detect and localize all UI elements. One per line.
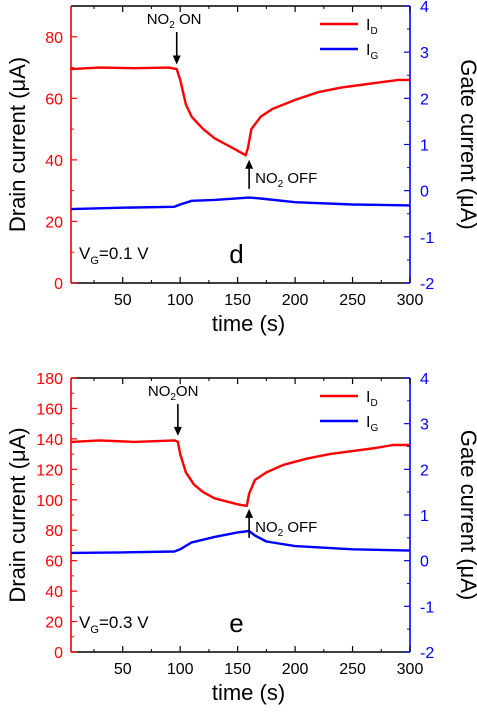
x-tick-label: 200 xyxy=(282,661,309,678)
chart-panel-d: 50 100 150 200 250 300 0 20 40 60 80 -2 -1 0 1 2 3 4 time … xyxy=(5,0,477,336)
legend-label: IG xyxy=(366,42,378,62)
x-tick-label: 300 xyxy=(397,661,424,678)
y-right-axis-title: Gate current (μA) xyxy=(456,59,477,229)
series-line-IG xyxy=(70,529,411,555)
arrow-off-head xyxy=(245,508,254,518)
annotation-sub: 2 xyxy=(278,179,284,190)
y-left-tick-label: 160 xyxy=(36,401,63,418)
y-left-tick-label: 120 xyxy=(36,462,63,479)
annotation-post: ON xyxy=(176,383,199,400)
x-tick-label: 200 xyxy=(282,292,309,309)
annotation-sub: 2 xyxy=(278,528,284,539)
legend-label: ID xyxy=(366,389,378,409)
annotation-post: OFF xyxy=(283,170,317,187)
y-left-tick-label: 0 xyxy=(54,645,63,662)
y-right-tick-label: 2 xyxy=(420,91,429,108)
legend-label-sub: G xyxy=(370,423,378,434)
y-left-tick-label: 80 xyxy=(45,30,63,47)
x-tick-label: 50 xyxy=(114,661,132,678)
x-tick-label: 150 xyxy=(224,292,251,309)
y-right-tick-label: 0 xyxy=(420,554,429,571)
annotation-pre: NO xyxy=(147,11,170,28)
y-right-tick-label: 1 xyxy=(420,508,429,525)
y-right-tick-label: 3 xyxy=(420,45,429,62)
annotation-pre: NO xyxy=(255,519,278,536)
annotation-post: OFF xyxy=(283,519,317,536)
condition-main: V xyxy=(79,613,91,632)
x-tick-label: 250 xyxy=(339,661,366,678)
y-left-tick-label: 20 xyxy=(45,615,63,632)
x-axis-title: time (s) xyxy=(212,680,285,705)
arrow-on-head xyxy=(173,426,182,436)
x-tick-label: 150 xyxy=(224,661,251,678)
y-left-tick-label: 20 xyxy=(45,214,63,231)
y-left-tick-label: 100 xyxy=(36,493,63,510)
condition-main: V xyxy=(79,244,91,263)
annotation-no2-on: NO2ON xyxy=(148,383,199,403)
y-left-tick-label: 140 xyxy=(36,432,63,449)
series-line-ID xyxy=(70,439,410,508)
condition-sub: G xyxy=(90,624,99,636)
condition-label: VG=0.3 V xyxy=(79,613,149,636)
y-right-tick-label: 3 xyxy=(420,417,429,434)
legend-label-main: I xyxy=(366,17,370,34)
annotation-sub: 2 xyxy=(170,392,176,403)
annotation-no2-off: NO2 OFF xyxy=(255,170,317,190)
panel-label: e xyxy=(229,608,243,638)
annotation-pre: NO xyxy=(148,383,171,400)
condition-rest: =0.3 V xyxy=(99,613,149,632)
legend-label: ID xyxy=(366,17,378,37)
legend-label-main: I xyxy=(366,414,370,431)
legend-label-sub: D xyxy=(370,26,377,37)
y-left-axis-title: Drain current (μA) xyxy=(5,427,30,602)
y-right-tick-label: 4 xyxy=(420,0,429,16)
legend-label-sub: G xyxy=(370,51,378,62)
y-right-tick-label: -2 xyxy=(420,276,434,293)
y-right-tick-label: 1 xyxy=(420,138,429,155)
y-left-tick-label: 60 xyxy=(45,91,63,108)
y-left-tick-label: 40 xyxy=(45,584,63,601)
series-line-IG xyxy=(70,196,411,211)
condition-label: VG=0.1 V xyxy=(79,244,149,267)
x-tick-label: 250 xyxy=(339,292,366,309)
legend-label-main: I xyxy=(366,42,370,59)
y-left-tick-label: 60 xyxy=(45,554,63,571)
x-tick-label: 300 xyxy=(397,292,424,309)
panel-label: d xyxy=(229,239,243,269)
annotation-no2-off: NO2 OFF xyxy=(255,519,317,539)
y-left-axis-title: Drain current (μA) xyxy=(5,57,30,232)
arrow-on-head xyxy=(172,55,181,65)
chart-panel-e: 50 100 150 200 250 30002040608010012014016018… xyxy=(5,371,477,705)
annotation-post: ON xyxy=(175,11,202,28)
x-tick-label: 50 xyxy=(114,292,132,309)
y-right-tick-label: 0 xyxy=(420,184,429,201)
arrow-off-head xyxy=(245,159,254,169)
condition-rest: =0.1 V xyxy=(99,244,149,263)
legend-label-main: I xyxy=(366,389,370,406)
y-right-axis-title: Gate current (μA) xyxy=(456,430,477,600)
annotation-pre: NO xyxy=(255,170,278,187)
annotation-no2-on: NO2 ON xyxy=(147,11,202,31)
legend-label: IG xyxy=(366,414,378,434)
legend-label-sub: D xyxy=(370,398,377,409)
condition-sub: G xyxy=(90,255,99,267)
y-right-tick-label: -2 xyxy=(420,645,434,662)
y-right-tick-label: -1 xyxy=(420,599,434,616)
series-line-ID xyxy=(70,66,410,157)
y-right-tick-label: -1 xyxy=(420,230,434,247)
y-right-tick-label: 4 xyxy=(420,371,429,388)
y-left-tick-label: 0 xyxy=(54,276,63,293)
x-tick-label: 100 xyxy=(167,292,194,309)
x-axis-title: time (s) xyxy=(212,311,285,336)
y-left-tick-label: 40 xyxy=(45,153,63,170)
x-tick-label: 100 xyxy=(167,661,194,678)
annotation-sub: 2 xyxy=(169,20,175,31)
y-left-tick-label: 80 xyxy=(45,523,63,540)
y-left-tick-label: 180 xyxy=(36,371,63,388)
y-right-tick-label: 2 xyxy=(420,462,429,479)
